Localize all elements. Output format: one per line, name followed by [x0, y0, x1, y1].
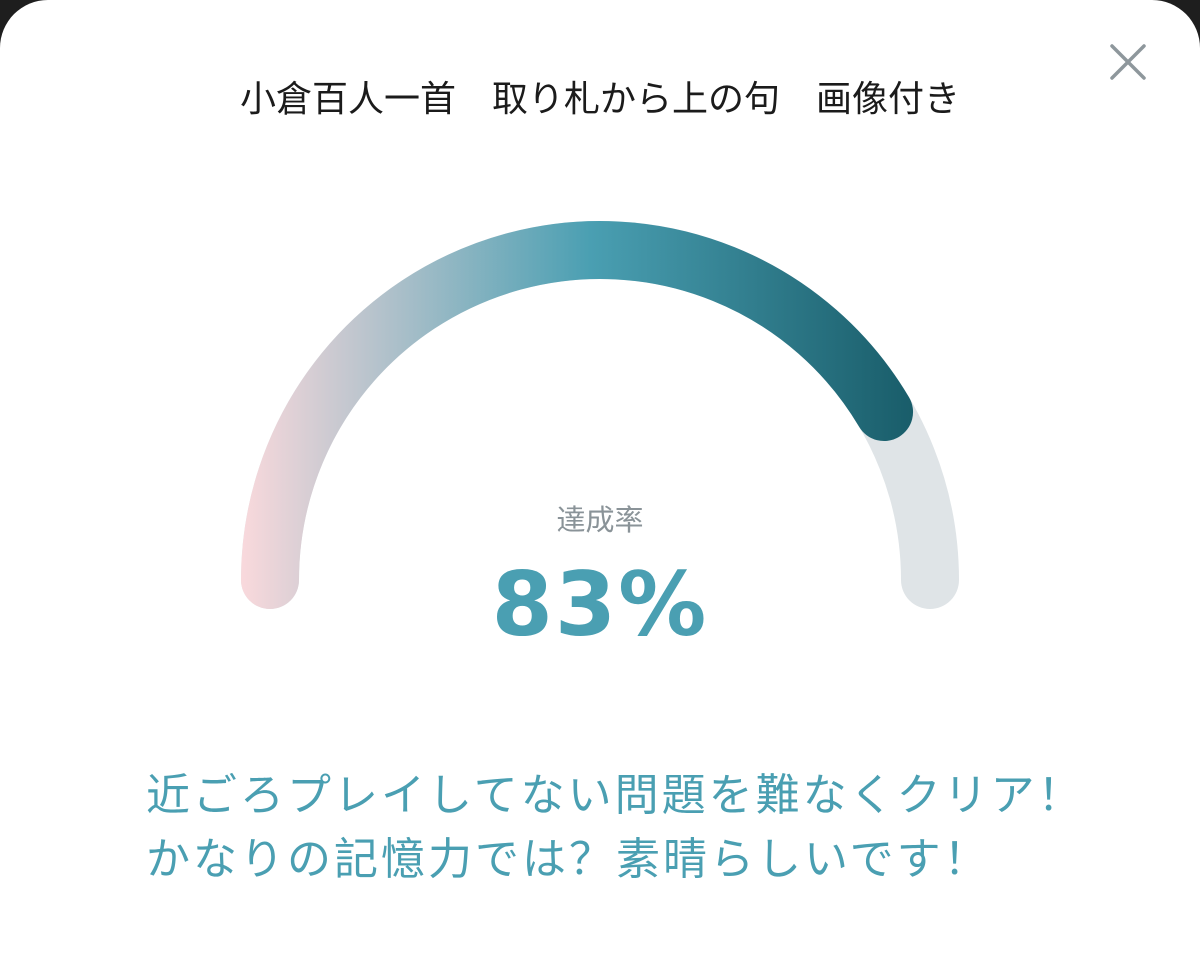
close-icon[interactable]: [1108, 42, 1148, 82]
dialog-title: 小倉百人一首 取り札から上の句 画像付き: [239, 79, 960, 120]
gauge-label: 達成率: [556, 503, 644, 537]
gauge-value: 83%: [491, 553, 709, 656]
achievement-gauge: [241, 221, 959, 609]
gauge-progress-fill: [241, 221, 914, 609]
result-message: 近ごろプレイしてない問題を難なくクリア！ かなりの記憶力では？素晴らしいです！: [146, 764, 1085, 892]
message-line-1: 近ごろプレイしてない問題を難なくクリア！: [146, 770, 1085, 821]
message-line-2: かなりの記憶力では？素晴らしいです！: [146, 834, 991, 885]
